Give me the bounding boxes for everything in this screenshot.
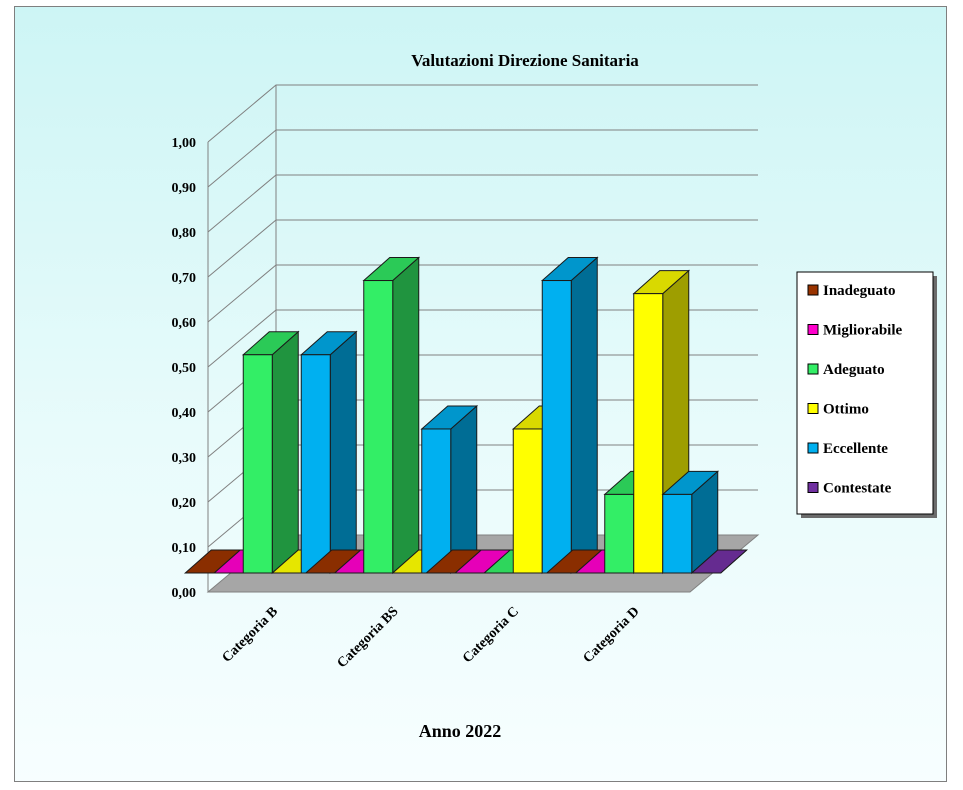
gridline xyxy=(207,219,758,278)
y-tick-label: 1,00 xyxy=(172,136,197,151)
bar-front xyxy=(363,280,394,574)
legend-entry: Migliorabile xyxy=(823,323,902,339)
bar-top xyxy=(690,549,749,574)
bar-side xyxy=(329,330,357,575)
legend-swatch xyxy=(807,324,819,335)
bar-side xyxy=(570,256,598,575)
bar-front xyxy=(604,493,635,574)
legend-entry: Eccellente xyxy=(823,441,888,457)
bar xyxy=(420,404,479,575)
legend-swatch xyxy=(807,482,819,493)
legend-swatch xyxy=(807,363,819,375)
bar-side xyxy=(392,256,420,575)
bar-front xyxy=(242,354,273,574)
y-tick-label: 0,70 xyxy=(172,271,197,286)
bar-side xyxy=(450,404,478,575)
legend-entry: Adeguato xyxy=(823,362,885,378)
bar-front xyxy=(633,293,664,574)
bar xyxy=(690,549,749,574)
y-tick-label: 0,10 xyxy=(172,541,197,556)
x-tick-label: Categoria D xyxy=(581,604,643,666)
chart-title: Valutazioni Direzione Sanitaria xyxy=(411,51,639,70)
y-tick-label: 0,40 xyxy=(172,406,197,421)
x-axis-title: Anno 2022 xyxy=(419,721,502,741)
legend-entry: Inadeguato xyxy=(823,283,896,299)
y-tick-label: 0,20 xyxy=(172,496,197,511)
legend-swatch xyxy=(807,284,819,296)
bar-front xyxy=(421,428,452,574)
x-tick-label: Categoria C xyxy=(460,604,522,666)
legend: Inadeguato Migliorabile Adeguato Ottimo Ecce… xyxy=(796,271,937,518)
legend-entry: Ottimo xyxy=(823,402,869,418)
gridline xyxy=(207,174,758,233)
y-tick-label: 0,80 xyxy=(172,226,197,241)
y-tick-label: 0,60 xyxy=(172,316,197,331)
bar-front xyxy=(512,428,543,574)
bar-front xyxy=(541,280,572,574)
x-tick-label: Categoria BS xyxy=(335,604,402,671)
legend-box xyxy=(796,271,934,515)
legend-swatch xyxy=(807,442,819,454)
gridline xyxy=(207,84,758,143)
bar xyxy=(241,330,300,575)
legend-entry: Contestate xyxy=(823,481,892,497)
bar xyxy=(661,470,720,575)
chart-frame xyxy=(14,6,947,782)
y-tick-label: 0,30 xyxy=(172,451,197,466)
bar-side xyxy=(271,330,299,575)
bar-front xyxy=(300,354,331,574)
x-tick-label: Categoria B xyxy=(220,604,281,665)
gridline xyxy=(207,129,758,188)
bar xyxy=(299,330,358,575)
y-tick-label: 0,50 xyxy=(172,361,197,376)
bar xyxy=(540,256,599,575)
y-tick-label: 0,90 xyxy=(172,181,197,196)
legend-swatch xyxy=(807,403,819,414)
bar xyxy=(362,256,421,575)
bar-front xyxy=(662,493,693,574)
y-tick-label: 0,00 xyxy=(172,586,197,601)
